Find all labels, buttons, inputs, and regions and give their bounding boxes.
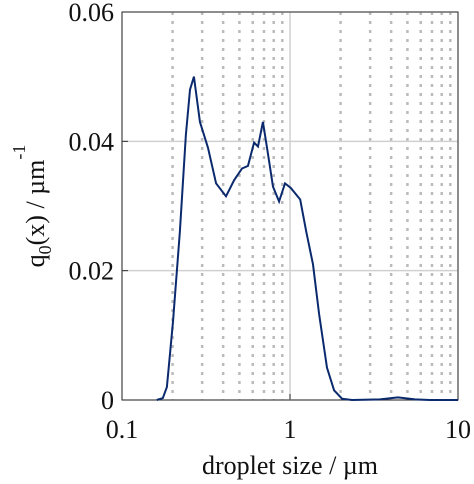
data-line bbox=[156, 76, 458, 402]
x-tick-label: 0.1 bbox=[106, 415, 139, 444]
y-axis-label: q0(x) / µm-1 bbox=[9, 145, 55, 268]
plot-frame bbox=[121, 11, 459, 401]
x-axis-label: droplet size / µm bbox=[202, 451, 378, 480]
y-tick-label: 0.04 bbox=[69, 127, 115, 156]
y-label-part: q bbox=[21, 254, 50, 267]
x-tick-label: 1 bbox=[284, 415, 297, 444]
y-label-part: -1 bbox=[9, 145, 29, 160]
y-label-part: (x) / µm bbox=[21, 160, 50, 246]
x-tick-label: 10 bbox=[445, 415, 471, 444]
y-label-part: 0 bbox=[35, 245, 55, 254]
y-tick-label: 0.02 bbox=[69, 257, 115, 286]
y-tick-label: 0 bbox=[101, 386, 114, 415]
y-tick-label: 0.06 bbox=[69, 0, 115, 27]
